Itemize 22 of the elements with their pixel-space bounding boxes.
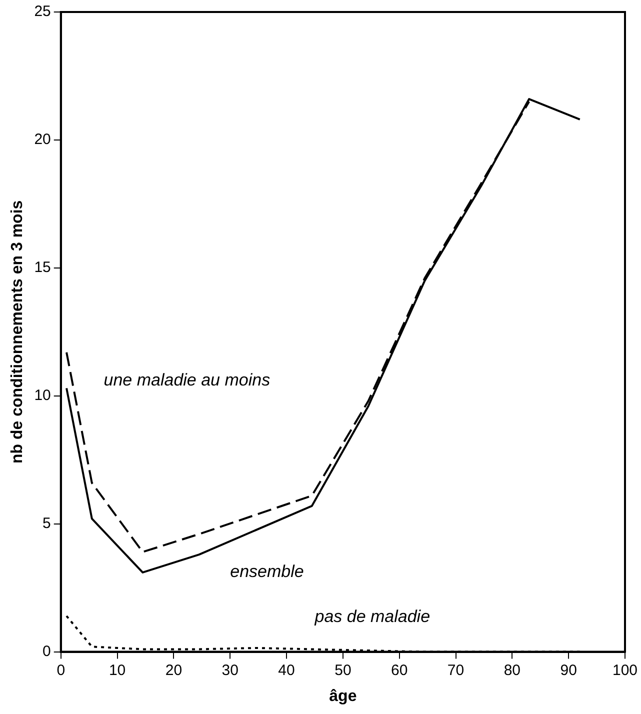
y-tick-label: 0: [42, 642, 51, 660]
y-tick-label: 20: [34, 131, 51, 148]
x-tick-label: 30: [222, 662, 238, 679]
y-axis-title: nb de conditionnements en 3 mois: [9, 200, 26, 464]
x-tick-label: 20: [165, 662, 182, 679]
x-tick-label: 60: [391, 662, 408, 679]
x-tick-label: 10: [108, 662, 126, 679]
y-tick-label: 25: [34, 3, 51, 20]
series-label: une maladie au moins: [104, 370, 271, 390]
series-label: ensemble: [230, 562, 304, 582]
x-tick-label: 70: [447, 662, 464, 679]
y-tick-label: 5: [42, 514, 51, 532]
y-tick-label: 15: [34, 259, 51, 276]
x-tick-label: 0: [56, 662, 66, 679]
x-axis-title: âge: [329, 688, 357, 705]
x-tick-label: 100: [612, 662, 638, 679]
x-tick-label: 50: [334, 662, 352, 679]
x-tick-label: 40: [278, 662, 295, 679]
series-label: pas de maladie: [314, 606, 430, 626]
x-tick-label: 90: [560, 662, 577, 679]
y-tick-label: 10: [34, 387, 51, 404]
x-tick-label: 80: [504, 662, 521, 679]
